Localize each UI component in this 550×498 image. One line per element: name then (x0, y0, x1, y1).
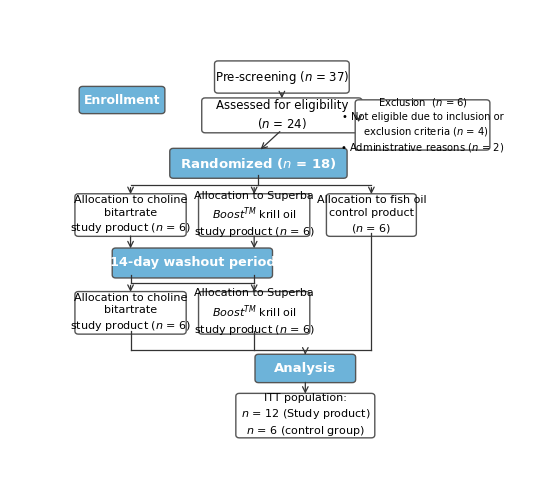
FancyBboxPatch shape (255, 354, 356, 382)
FancyBboxPatch shape (326, 194, 416, 237)
Text: Enrollment: Enrollment (84, 94, 160, 107)
FancyBboxPatch shape (199, 291, 310, 334)
Text: Allocation to Superba
$Boost$$^{TM}$ krill oil
study product ($n$ = 6): Allocation to Superba $Boost$$^{TM}$ kri… (194, 191, 315, 240)
Text: Exclusion  ($n$ = 6)
• Not eligible due to inclusion or
  exclusion criteria ($n: Exclusion ($n$ = 6) • Not eligible due t… (340, 96, 504, 154)
Text: 14-day washout period: 14-day washout period (109, 256, 275, 269)
FancyBboxPatch shape (79, 87, 165, 114)
Text: Pre-screening ($n$ = 37): Pre-screening ($n$ = 37) (214, 69, 349, 86)
FancyBboxPatch shape (199, 194, 310, 237)
FancyBboxPatch shape (170, 148, 347, 178)
FancyBboxPatch shape (236, 393, 375, 438)
FancyBboxPatch shape (355, 100, 490, 150)
Text: Randomized ($n$ = 18): Randomized ($n$ = 18) (180, 156, 337, 171)
Text: Allocation to fish oil
control product
($n$ = 6): Allocation to fish oil control product (… (317, 196, 426, 235)
FancyBboxPatch shape (202, 98, 362, 133)
Text: Allocation to Superba
$Boost$$^{TM}$ krill oil
study product ($n$ = 6): Allocation to Superba $Boost$$^{TM}$ kri… (194, 288, 315, 337)
Text: Assessed for eligibility
($n$ = 24): Assessed for eligibility ($n$ = 24) (216, 99, 348, 131)
Text: Allocation to choline
bitartrate
study product ($n$ = 6): Allocation to choline bitartrate study p… (70, 195, 191, 235)
FancyBboxPatch shape (214, 61, 349, 93)
Text: ITT population:
$n$ = 12 (Study product)
$n$ = 6 (control group): ITT population: $n$ = 12 (Study product)… (240, 393, 370, 438)
Text: Analysis: Analysis (274, 362, 337, 375)
FancyBboxPatch shape (75, 194, 186, 237)
Text: Allocation to choline
bitartrate
study product ($n$ = 6): Allocation to choline bitartrate study p… (70, 293, 191, 333)
FancyBboxPatch shape (75, 291, 186, 334)
FancyBboxPatch shape (112, 248, 272, 278)
